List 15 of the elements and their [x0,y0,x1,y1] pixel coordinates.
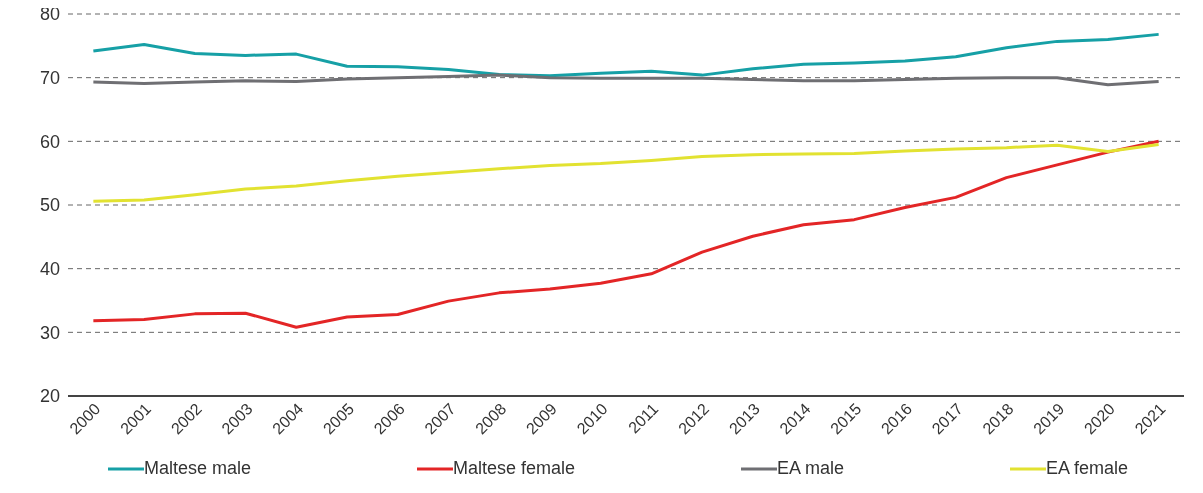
legend-label: Maltese female [452,458,576,479]
line-series [91,143,1161,203]
legend-label: Maltese male [144,458,252,479]
y-tick-label: 60 [39,131,60,152]
legend-label: EA female [1045,458,1128,479]
y-tick-label: 70 [39,68,60,89]
line-series [91,139,1161,329]
line-series [91,32,1161,78]
y-tick-label: 80 [39,4,60,25]
legend-label: EA male [776,458,844,479]
y-tick-label: 40 [39,259,60,280]
y-tick-label: 20 [39,386,60,407]
y-tick-label: 30 [39,322,60,343]
line-series [91,73,1161,87]
y-tick-label: 50 [39,195,60,216]
